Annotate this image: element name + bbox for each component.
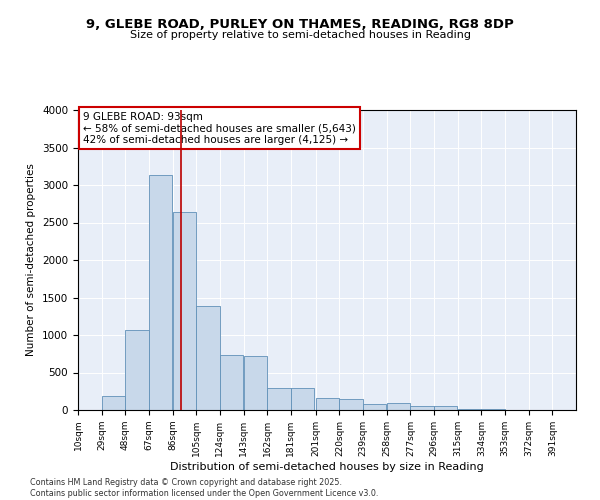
Bar bbox=[316, 398, 339, 410]
Bar bbox=[434, 406, 457, 410]
Bar bbox=[173, 212, 196, 410]
Bar bbox=[267, 388, 290, 410]
Bar bbox=[291, 388, 314, 410]
Bar bbox=[387, 403, 410, 410]
Text: Size of property relative to semi-detached houses in Reading: Size of property relative to semi-detach… bbox=[130, 30, 470, 40]
Bar bbox=[196, 306, 220, 410]
X-axis label: Distribution of semi-detached houses by size in Reading: Distribution of semi-detached houses by … bbox=[170, 462, 484, 471]
Bar bbox=[363, 404, 386, 410]
Bar bbox=[125, 330, 149, 410]
Bar bbox=[410, 406, 434, 410]
Bar bbox=[101, 396, 125, 410]
Text: Contains HM Land Registry data © Crown copyright and database right 2025.
Contai: Contains HM Land Registry data © Crown c… bbox=[30, 478, 379, 498]
Bar bbox=[458, 408, 481, 410]
Bar bbox=[149, 176, 172, 410]
Y-axis label: Number of semi-detached properties: Number of semi-detached properties bbox=[26, 164, 37, 356]
Bar bbox=[340, 399, 363, 410]
Text: 9 GLEBE ROAD: 93sqm
← 58% of semi-detached houses are smaller (5,643)
42% of sem: 9 GLEBE ROAD: 93sqm ← 58% of semi-detach… bbox=[83, 112, 356, 144]
Text: 9, GLEBE ROAD, PURLEY ON THAMES, READING, RG8 8DP: 9, GLEBE ROAD, PURLEY ON THAMES, READING… bbox=[86, 18, 514, 30]
Bar bbox=[244, 356, 267, 410]
Bar bbox=[220, 355, 243, 410]
